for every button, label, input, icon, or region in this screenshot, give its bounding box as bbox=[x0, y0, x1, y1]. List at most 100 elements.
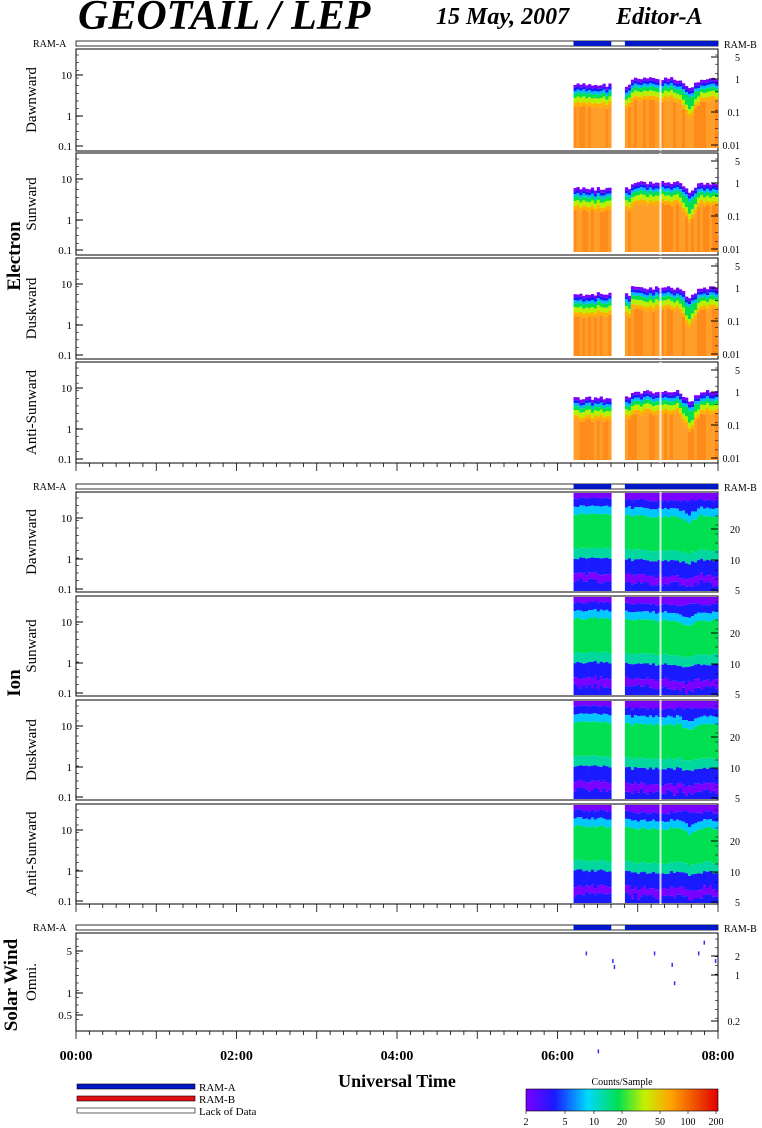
spectrogram-cell bbox=[654, 665, 659, 682]
spectrogram-cell bbox=[636, 603, 641, 612]
spectrogram-cell bbox=[588, 701, 592, 707]
spectrogram-cell bbox=[654, 405, 659, 411]
spectrogram-cell bbox=[648, 290, 653, 294]
spectrogram-cell bbox=[576, 686, 580, 695]
spectrogram-cell bbox=[596, 722, 600, 757]
spectrogram-cell bbox=[699, 200, 704, 205]
spectrogram-cell bbox=[666, 100, 671, 148]
spectrogram-cell bbox=[693, 193, 698, 197]
spectrogram-cell bbox=[663, 191, 668, 196]
spectrogram-cell bbox=[579, 602, 583, 611]
spectrogram-cell bbox=[663, 99, 668, 148]
spectrogram-cell bbox=[645, 611, 650, 620]
spectrogram-cell bbox=[699, 398, 704, 402]
spectrogram-cell bbox=[663, 759, 668, 770]
spectrogram-cell bbox=[672, 654, 677, 665]
spectrogram-cell bbox=[660, 194, 665, 200]
spectrogram-cell bbox=[687, 890, 692, 901]
spectrogram-cell bbox=[582, 895, 586, 903]
spectrogram-cell bbox=[602, 514, 606, 549]
spectrogram-cell bbox=[642, 194, 647, 200]
spectrogram-cell bbox=[588, 498, 592, 507]
spectrogram-cell bbox=[639, 679, 644, 687]
spectrogram-cell bbox=[711, 758, 716, 769]
spectrogram-cell bbox=[576, 400, 580, 404]
spectrogram-cell bbox=[663, 396, 668, 400]
spectrogram-cell bbox=[693, 190, 698, 194]
spectrogram-cell bbox=[657, 305, 662, 310]
spectrogram-cell bbox=[660, 83, 665, 87]
spectrogram-cell bbox=[687, 597, 692, 604]
spectrogram-cell bbox=[582, 557, 586, 574]
spectrogram-cell bbox=[708, 560, 713, 575]
spectrogram-cell bbox=[599, 396, 603, 400]
spectrogram-cell bbox=[579, 572, 583, 579]
y2-tick-label: 2 bbox=[735, 952, 740, 963]
spectrogram-cell bbox=[602, 202, 606, 208]
spectrogram-cell bbox=[663, 653, 668, 664]
spectrogram-cell bbox=[624, 757, 629, 768]
spectrogram-cell bbox=[699, 506, 704, 515]
spectrogram-cell bbox=[702, 184, 707, 188]
spectrogram-cell bbox=[669, 205, 674, 252]
spectrogram-cell bbox=[576, 859, 580, 870]
spectrogram-cell bbox=[590, 859, 595, 870]
spectrogram-cell bbox=[702, 757, 707, 768]
spectrogram-cell bbox=[582, 298, 586, 302]
spectrogram-cell bbox=[669, 689, 674, 695]
spectrogram-cell bbox=[585, 303, 589, 308]
spectrogram-cell bbox=[702, 414, 707, 460]
spectrogram-cell bbox=[687, 690, 692, 695]
spectrogram-cell bbox=[678, 493, 683, 502]
spectrogram-cell bbox=[624, 707, 629, 716]
spectrogram-cell bbox=[702, 101, 707, 148]
spectrogram-cell bbox=[582, 678, 586, 686]
spectrogram-cell bbox=[645, 87, 650, 92]
spectrogram-cell bbox=[687, 656, 692, 667]
y2-tick-label: 5 bbox=[735, 262, 740, 273]
spectrogram-cell bbox=[693, 823, 698, 832]
spectrogram-cell bbox=[675, 560, 680, 576]
spectrogram-cell bbox=[672, 82, 677, 86]
spectrogram-cell bbox=[684, 86, 689, 90]
spectrogram-cell bbox=[627, 192, 632, 196]
spectrogram-cell bbox=[684, 296, 689, 300]
spectrogram-cell bbox=[588, 102, 592, 107]
spectrogram-cell bbox=[596, 420, 600, 460]
spectrogram-cell bbox=[605, 805, 609, 812]
spectrogram-cell bbox=[576, 805, 580, 810]
spectrogram-cell bbox=[593, 397, 598, 401]
spectrogram-cell bbox=[657, 293, 662, 297]
spectrogram-cell bbox=[654, 182, 659, 186]
spectrogram-cell bbox=[654, 87, 659, 92]
spectrogram-cell bbox=[711, 873, 716, 890]
spectrogram-cell bbox=[639, 603, 644, 612]
spectrogram-cell bbox=[654, 493, 659, 502]
spectrogram-cell bbox=[651, 493, 656, 502]
spectrogram-cell bbox=[699, 101, 704, 148]
y-tick-label: 1 bbox=[67, 658, 73, 670]
spectrogram-cell bbox=[576, 869, 580, 886]
spectrogram-cell bbox=[708, 550, 713, 561]
spectrogram-cell bbox=[585, 677, 589, 688]
spectrogram-cell bbox=[699, 413, 704, 460]
spectrogram-cell bbox=[684, 501, 689, 514]
spectrogram-cell bbox=[693, 209, 698, 214]
spectrogram-cell bbox=[590, 297, 595, 301]
spectrogram-cell bbox=[645, 896, 650, 903]
spectrogram-cell bbox=[639, 399, 644, 403]
spectrogram-cell bbox=[651, 792, 656, 799]
spectrogram-cell bbox=[672, 79, 677, 83]
spectrogram-cell bbox=[590, 755, 595, 766]
spectrogram-cell bbox=[687, 792, 692, 799]
spectrogram-cell bbox=[663, 603, 668, 612]
spectrogram-cell bbox=[573, 706, 577, 715]
spectrogram-cell bbox=[596, 653, 600, 664]
spectrogram-cell bbox=[708, 613, 713, 622]
spectrogram-cell bbox=[596, 107, 600, 148]
spectrogram-cell bbox=[642, 619, 647, 654]
spectrogram-cell bbox=[672, 295, 677, 299]
spectrogram-cell bbox=[596, 680, 600, 690]
